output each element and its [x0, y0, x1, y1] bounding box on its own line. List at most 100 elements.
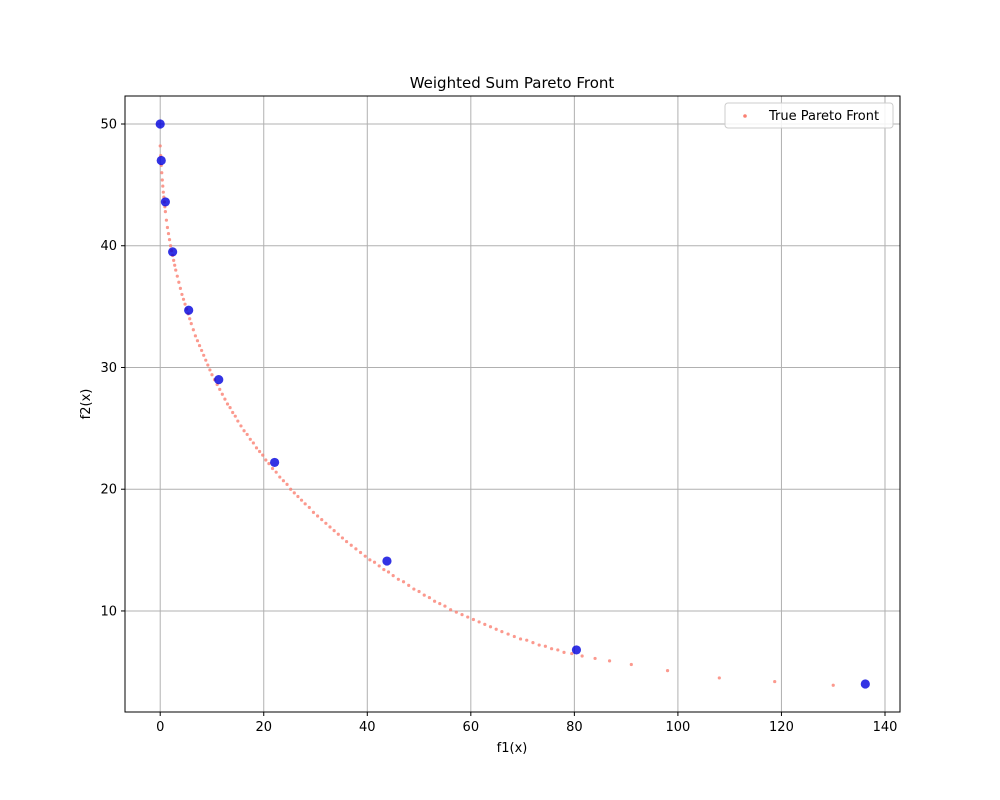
x-tick-label: 0 [156, 720, 164, 735]
weighted-sum-point [168, 247, 178, 257]
pareto-front-point [471, 617, 476, 622]
legend: True Pareto Front [724, 102, 894, 129]
pareto-front-point [174, 268, 178, 272]
pareto-front-point [531, 641, 535, 645]
pareto-front-point [191, 328, 195, 332]
pareto-front-point [248, 437, 252, 441]
weighted-sum-point [184, 305, 194, 315]
pareto-front-point [562, 650, 566, 654]
pareto-front-point [202, 353, 206, 357]
pareto-front-point [258, 449, 262, 454]
pareto-front-point [344, 539, 349, 544]
pareto-front-point [525, 638, 529, 642]
pareto-front-point [223, 397, 227, 401]
y-axis-label: f2(x) [79, 389, 94, 420]
y-tick-label: 50 [100, 118, 117, 133]
pareto-front-point [278, 475, 282, 479]
pareto-front-point [167, 238, 172, 242]
pareto-front-point [254, 446, 259, 450]
pareto-front-point [193, 334, 198, 338]
pareto-front-point [593, 656, 597, 661]
pareto-front-point [228, 406, 232, 410]
pareto-front-point [391, 574, 395, 578]
weighted-sum-point [214, 375, 224, 385]
weighted-sum-point [382, 556, 392, 566]
pareto-front-point [231, 410, 235, 415]
weighted-sum-point [155, 119, 165, 129]
pareto-front-point [177, 280, 181, 284]
y-tick-label: 20 [100, 483, 117, 498]
pareto-front-point [161, 190, 165, 194]
pareto-front-point [163, 210, 167, 214]
pareto-front-point [158, 144, 162, 148]
pareto-front-point [311, 510, 316, 514]
pareto-front-point [320, 518, 324, 522]
pareto-front-point [173, 263, 177, 267]
pareto-front-point [220, 392, 224, 396]
pareto-front-point [773, 679, 777, 684]
grid [125, 96, 900, 712]
pareto-front-point [324, 521, 328, 525]
pareto-front-point [168, 244, 173, 248]
y-axis: 10 20 30 40 50 [100, 118, 125, 619]
pareto-front-point [336, 532, 340, 536]
x-tick-label: 20 [255, 720, 272, 735]
pareto-front-point [477, 620, 481, 624]
pareto-front-point [292, 491, 296, 495]
pareto-front-point [466, 615, 470, 619]
x-axis-label: f1(x) [497, 741, 528, 756]
pareto-front-point [210, 373, 214, 377]
pareto-front-point [166, 231, 171, 236]
pareto-front-point [460, 613, 464, 617]
pareto-front-point [264, 458, 268, 462]
pareto-front-point [665, 669, 670, 673]
pareto-front-point [454, 610, 458, 614]
weighted-sum-point [160, 197, 170, 207]
pareto-front-point [358, 550, 363, 555]
pareto-front-point [189, 322, 193, 326]
pareto-front-point [629, 662, 633, 667]
pareto-front-point [432, 599, 437, 603]
pareto-front-point [386, 570, 391, 574]
pareto-front-point [407, 583, 411, 587]
pareto-front-point [289, 487, 293, 491]
pareto-front-point [236, 419, 240, 423]
pareto-front-point [332, 529, 336, 533]
pareto-front-point [412, 587, 416, 591]
pareto-front-point [396, 577, 400, 581]
pareto-front-point [607, 659, 612, 663]
pareto-front-point [315, 514, 320, 518]
pareto-front-point [296, 494, 300, 499]
pareto-front-point [178, 286, 182, 290]
y-tick-label: 10 [100, 604, 117, 619]
pareto-front-point [494, 627, 498, 631]
pareto-front-point [368, 558, 372, 562]
x-axis: 0 20 40 60 80 100 120 140 [156, 712, 897, 735]
pareto-front-point [512, 634, 516, 639]
x-tick-label: 140 [873, 720, 898, 735]
pareto-front-point [175, 274, 179, 278]
x-tick-label: 100 [665, 720, 690, 735]
y-tick-label: 40 [100, 239, 117, 254]
pareto-front-point [438, 602, 442, 606]
pareto-front-point [183, 302, 187, 306]
x-tick-label: 40 [359, 720, 376, 735]
pareto-front-point [580, 654, 584, 658]
pareto-front-point [270, 466, 275, 471]
pareto-front-point [382, 567, 386, 572]
y-tick-label: 30 [100, 361, 117, 376]
pareto-front-point [245, 432, 249, 437]
pareto-front-point [518, 637, 523, 641]
pareto-front-point [181, 297, 186, 301]
pareto-front-point [188, 317, 192, 321]
pareto-front-point [483, 622, 487, 626]
pareto-front-point [208, 368, 212, 372]
pareto-front-point [180, 292, 184, 297]
pareto-front-point [556, 648, 560, 652]
pareto-front-point [549, 647, 554, 651]
pareto-front-point [274, 470, 278, 474]
pareto-front-point [225, 402, 230, 406]
legend-label-true-pareto-front: True Pareto Front [768, 109, 879, 124]
pareto-front-point [328, 525, 332, 529]
